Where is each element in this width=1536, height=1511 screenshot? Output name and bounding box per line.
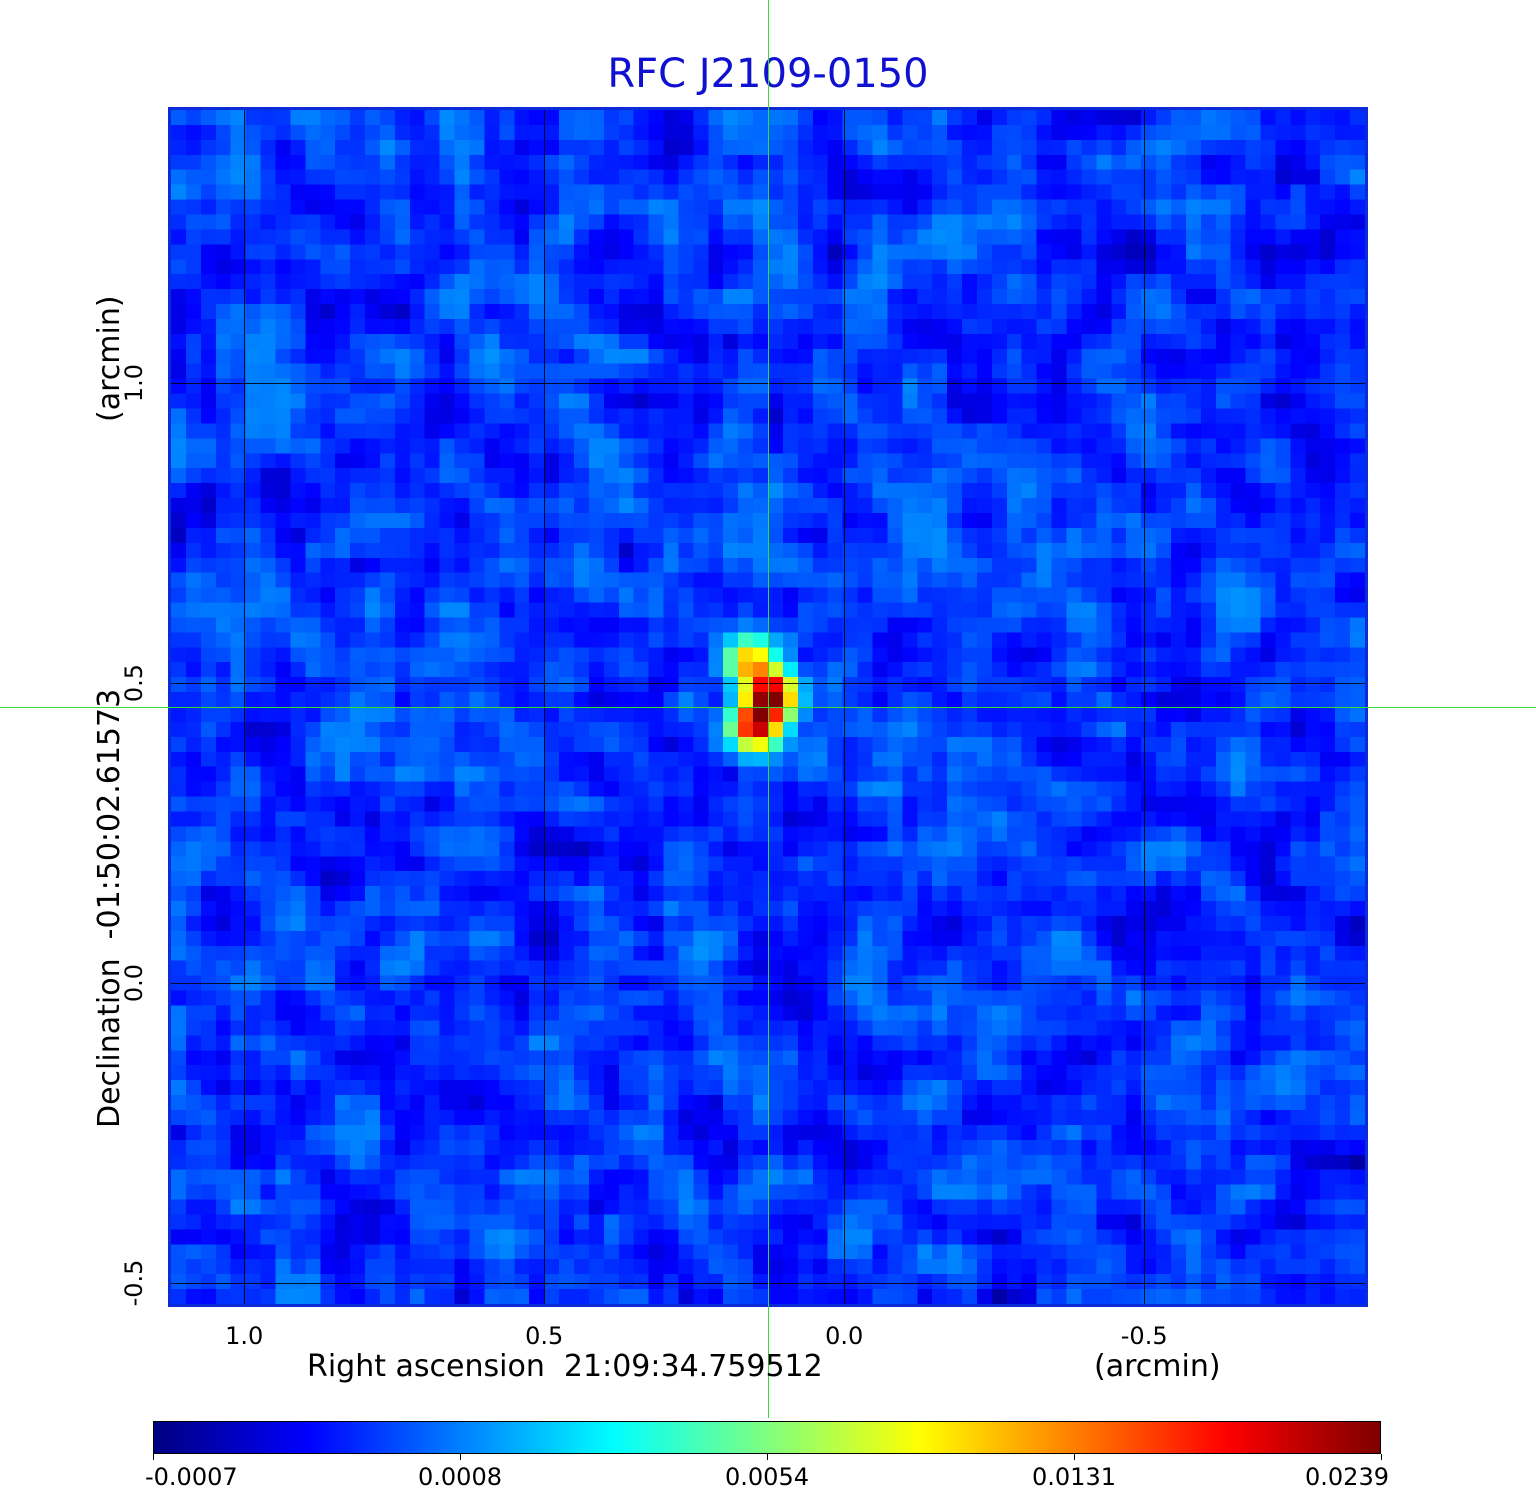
x-tick-label: 0.5 [525, 1322, 564, 1350]
colorbar-label: 0.0131 [1032, 1463, 1116, 1491]
x-tick-label: -0.5 [1120, 1322, 1168, 1350]
crosshair-vertical [768, 0, 769, 1418]
x-tick-label: 0.0 [825, 1322, 864, 1350]
crosshair-horizontal [0, 707, 1536, 708]
colorbar [153, 1421, 1381, 1454]
colorbar-label: -0.0007 [145, 1463, 238, 1491]
colorbar-tick [767, 1454, 768, 1460]
colorbar-tick [1074, 1454, 1075, 1460]
colorbar-label: 0.0054 [725, 1463, 809, 1491]
x-tick-label: 1.0 [225, 1322, 264, 1350]
colorbar-label: 0.0239 [1305, 1463, 1389, 1491]
colorbar-label: 0.0008 [418, 1463, 502, 1491]
y-tick-label: -0.5 [120, 1259, 148, 1307]
x-axis-label: Right ascension 21:09:34.759512 [307, 1349, 823, 1384]
x-axis-unit: (arcmin) [1094, 1349, 1221, 1384]
colorbar-tick [460, 1454, 461, 1460]
colorbar-tick [153, 1454, 154, 1460]
colorbar-tick [1381, 1454, 1382, 1460]
y-axis-label: Declination -01:50:02.61573 [92, 688, 127, 1128]
y-axis-unit: (arcmin) [92, 295, 127, 422]
